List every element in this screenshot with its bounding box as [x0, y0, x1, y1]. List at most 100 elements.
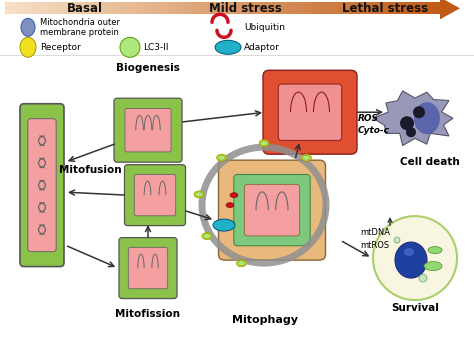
- FancyBboxPatch shape: [134, 174, 176, 216]
- Bar: [153, 2, 156, 14]
- Bar: [78, 2, 81, 14]
- Bar: [231, 2, 234, 14]
- FancyBboxPatch shape: [128, 248, 168, 289]
- Ellipse shape: [195, 192, 202, 197]
- Bar: [40, 2, 43, 14]
- Bar: [127, 2, 130, 14]
- FancyBboxPatch shape: [20, 104, 64, 267]
- Text: Mitofission: Mitofission: [116, 309, 181, 319]
- Bar: [388, 2, 391, 14]
- Text: Biogenesis: Biogenesis: [116, 63, 180, 73]
- Bar: [17, 2, 19, 14]
- FancyBboxPatch shape: [263, 70, 357, 154]
- Bar: [391, 2, 393, 14]
- Bar: [214, 2, 217, 14]
- Bar: [426, 2, 428, 14]
- Bar: [188, 2, 191, 14]
- Ellipse shape: [395, 242, 427, 278]
- Bar: [124, 2, 127, 14]
- Ellipse shape: [261, 141, 267, 146]
- Bar: [428, 2, 431, 14]
- Bar: [69, 2, 72, 14]
- Circle shape: [373, 216, 457, 300]
- Bar: [417, 2, 419, 14]
- Bar: [109, 2, 112, 14]
- Bar: [289, 2, 292, 14]
- Bar: [191, 2, 193, 14]
- Bar: [437, 2, 440, 14]
- Ellipse shape: [215, 40, 241, 54]
- Bar: [136, 2, 138, 14]
- Bar: [185, 2, 188, 14]
- Bar: [74, 2, 78, 14]
- Bar: [266, 2, 269, 14]
- Text: Adaptor: Adaptor: [244, 43, 280, 52]
- Bar: [107, 2, 109, 14]
- Bar: [226, 2, 228, 14]
- Bar: [86, 2, 89, 14]
- Bar: [321, 2, 324, 14]
- Bar: [396, 2, 400, 14]
- Bar: [356, 2, 359, 14]
- Bar: [318, 2, 321, 14]
- Bar: [252, 2, 255, 14]
- Bar: [347, 2, 350, 14]
- Polygon shape: [373, 91, 453, 146]
- Ellipse shape: [218, 155, 225, 160]
- FancyBboxPatch shape: [278, 84, 342, 140]
- FancyBboxPatch shape: [125, 108, 171, 152]
- Bar: [205, 2, 208, 14]
- Ellipse shape: [237, 260, 246, 267]
- Bar: [353, 2, 356, 14]
- Bar: [330, 2, 333, 14]
- Bar: [100, 2, 104, 14]
- Bar: [374, 2, 376, 14]
- Ellipse shape: [414, 102, 440, 134]
- Bar: [393, 2, 396, 14]
- Bar: [414, 2, 417, 14]
- Bar: [248, 2, 252, 14]
- Bar: [167, 2, 170, 14]
- Bar: [193, 2, 196, 14]
- Bar: [338, 2, 341, 14]
- Bar: [133, 2, 136, 14]
- Bar: [159, 2, 162, 14]
- Bar: [25, 2, 28, 14]
- Bar: [199, 2, 202, 14]
- Bar: [22, 2, 25, 14]
- Bar: [51, 2, 55, 14]
- Bar: [365, 2, 367, 14]
- Bar: [379, 2, 382, 14]
- Circle shape: [419, 274, 427, 282]
- Bar: [370, 2, 374, 14]
- Bar: [170, 2, 173, 14]
- Ellipse shape: [259, 140, 269, 147]
- Bar: [34, 2, 37, 14]
- Text: ROS: ROS: [358, 114, 379, 123]
- Ellipse shape: [428, 246, 442, 254]
- FancyBboxPatch shape: [119, 238, 177, 299]
- Bar: [431, 2, 434, 14]
- Bar: [312, 2, 315, 14]
- Bar: [423, 2, 426, 14]
- Bar: [43, 2, 46, 14]
- Text: Mitophagy: Mitophagy: [232, 315, 298, 325]
- Bar: [150, 2, 153, 14]
- FancyBboxPatch shape: [28, 119, 56, 252]
- Bar: [130, 2, 133, 14]
- Bar: [14, 2, 17, 14]
- FancyBboxPatch shape: [125, 165, 185, 226]
- Bar: [246, 2, 248, 14]
- Text: Cyto-c: Cyto-c: [358, 126, 390, 135]
- Ellipse shape: [238, 261, 245, 266]
- Bar: [5, 2, 8, 14]
- Bar: [408, 2, 411, 14]
- Circle shape: [394, 237, 400, 243]
- Bar: [31, 2, 34, 14]
- Text: Receptor: Receptor: [40, 43, 81, 52]
- Bar: [385, 2, 388, 14]
- Bar: [304, 2, 307, 14]
- Bar: [115, 2, 118, 14]
- Ellipse shape: [202, 233, 212, 240]
- Bar: [257, 2, 260, 14]
